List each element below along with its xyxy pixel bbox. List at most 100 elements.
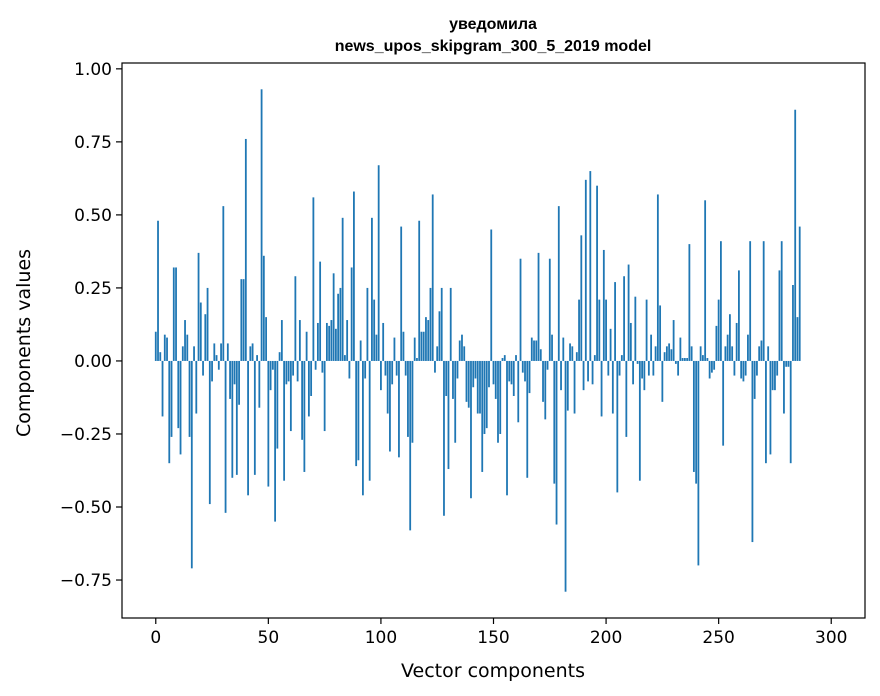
bar (632, 360, 634, 385)
bar (416, 358, 418, 361)
bar (280, 320, 283, 361)
bar (643, 360, 646, 391)
bar (506, 360, 508, 496)
x-tick-label: 50 (258, 628, 280, 648)
bar (765, 360, 767, 464)
bar (530, 337, 533, 361)
bar (780, 241, 783, 361)
bar (204, 314, 207, 361)
bar (566, 360, 569, 411)
bar (443, 360, 445, 516)
bar (350, 267, 353, 361)
bar (215, 355, 218, 361)
bar (470, 360, 472, 499)
bar (627, 264, 630, 361)
bar (393, 337, 396, 361)
bar (157, 220, 159, 361)
bar (539, 349, 542, 361)
bar (285, 360, 288, 385)
bar (240, 279, 243, 361)
bar (501, 358, 504, 361)
bar (740, 360, 743, 379)
bar (560, 360, 562, 391)
bar (373, 299, 376, 361)
bar (526, 360, 529, 478)
bar (670, 349, 673, 361)
bar (749, 241, 752, 361)
bar (589, 171, 592, 361)
bar (771, 360, 774, 391)
bar (179, 360, 182, 455)
bar (427, 320, 430, 361)
bar (328, 325, 331, 361)
bar (497, 360, 499, 443)
bar (384, 360, 387, 376)
y-tick-label: 0.00 (74, 352, 112, 372)
bar (731, 346, 734, 361)
bar (357, 360, 360, 461)
bar (485, 360, 488, 429)
bar (708, 360, 711, 379)
bar (186, 334, 189, 361)
bar (163, 334, 166, 361)
bar (456, 360, 459, 379)
bar (226, 343, 229, 361)
bar (386, 360, 389, 414)
bar (242, 279, 245, 361)
bar (436, 346, 439, 361)
bar (467, 360, 470, 408)
bar (515, 355, 517, 361)
bar (260, 89, 263, 361)
bar (330, 320, 333, 361)
bar (677, 360, 680, 376)
bar (244, 138, 247, 361)
x-axis-label: Vector components (401, 660, 585, 682)
bar (787, 360, 790, 367)
bar (274, 360, 276, 522)
bar (380, 360, 382, 391)
bar (319, 261, 322, 361)
bar (656, 194, 659, 361)
bar (792, 285, 794, 361)
bar (542, 360, 544, 402)
bar (422, 331, 425, 361)
bar (681, 358, 684, 361)
bar (211, 360, 213, 382)
bar (571, 346, 574, 361)
bar (159, 352, 162, 361)
bar (265, 317, 267, 361)
bar (278, 352, 281, 361)
bar (753, 360, 756, 399)
bar (618, 360, 621, 376)
y-tick-label: 0.25 (74, 279, 112, 299)
bar (337, 293, 340, 361)
bar (537, 252, 540, 361)
bar (398, 360, 400, 458)
bar (256, 355, 258, 361)
bar (332, 273, 335, 361)
bar (395, 360, 398, 376)
bar (659, 305, 662, 361)
bar (569, 343, 571, 361)
bar (301, 360, 304, 440)
bar (305, 331, 308, 361)
bar (701, 355, 704, 361)
y-axis: −0.75 −0.50 −0.25 0.00 0.25 0.50 0.75 1.00 (60, 60, 122, 591)
bar (253, 360, 256, 475)
bar (580, 235, 583, 361)
bar (695, 360, 698, 484)
bar (323, 360, 326, 432)
bar (353, 191, 355, 361)
bar (744, 360, 747, 376)
bar (474, 360, 477, 379)
bar (564, 360, 567, 592)
bar (197, 252, 200, 361)
bar (208, 360, 211, 505)
bar (449, 287, 452, 361)
bar (193, 346, 195, 361)
bar (706, 358, 709, 361)
bar (717, 299, 720, 361)
bar (445, 360, 448, 396)
bar (546, 360, 549, 370)
